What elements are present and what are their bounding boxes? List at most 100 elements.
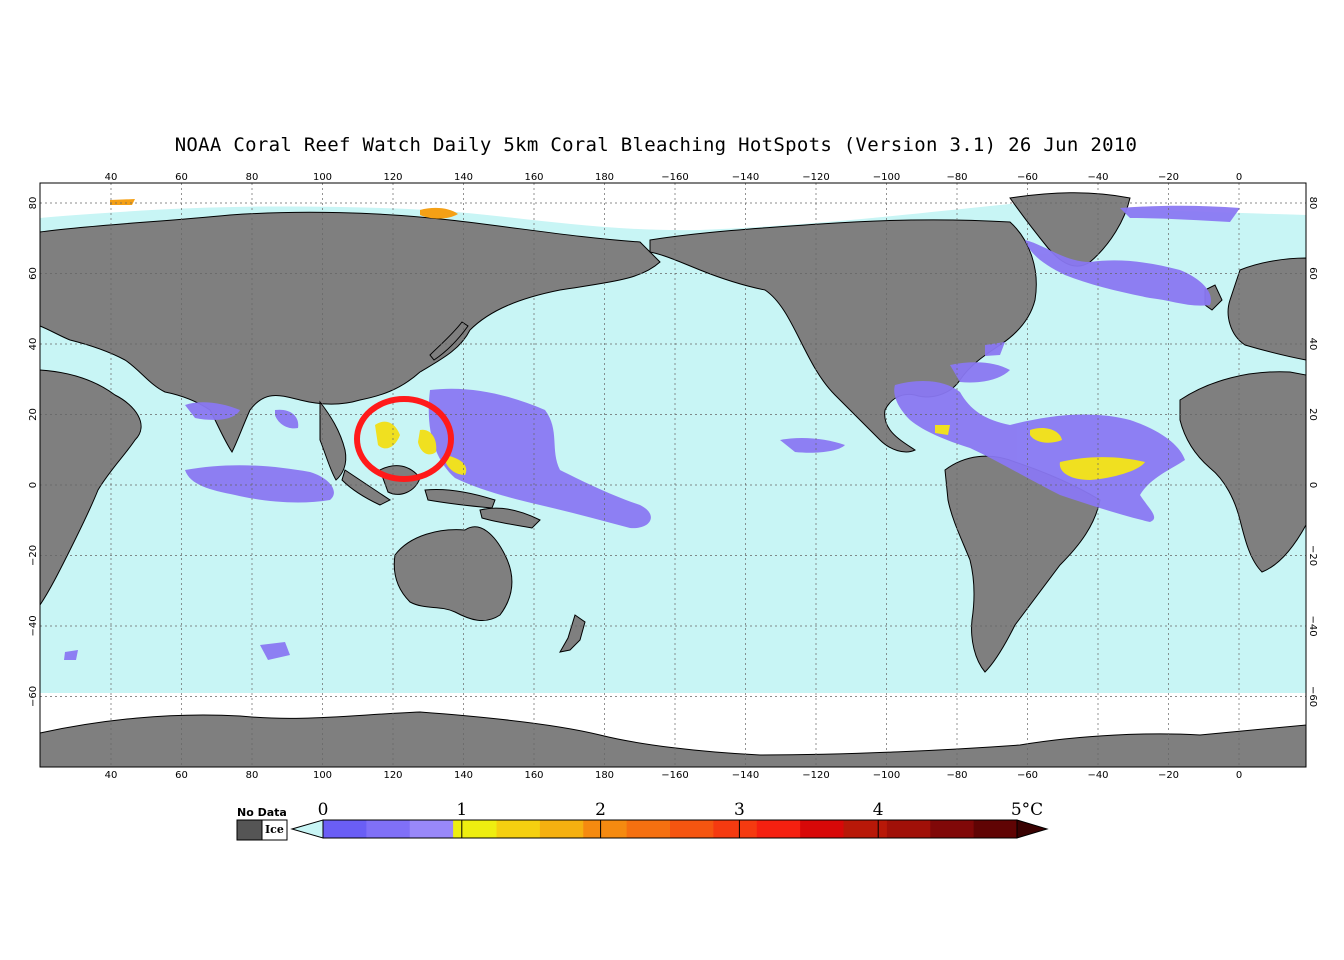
land-eurasia	[39, 211, 661, 453]
land-new-guinea	[479, 507, 541, 529]
lon-label-bottom: −100	[873, 770, 900, 781]
colorbar-segment	[453, 820, 497, 838]
lon-label-bottom: −80	[946, 770, 967, 781]
land-australia	[393, 526, 513, 622]
hotspot-low-regions	[64, 205, 1240, 660]
colorbar-segment	[366, 820, 411, 838]
lon-label-top: −160	[661, 172, 688, 183]
hotspot-indian-ocean	[185, 465, 334, 503]
lon-label-top: 180	[595, 172, 614, 183]
land-indochina	[319, 400, 347, 481]
colorbar: No Data Ice 0 1 2 3 4 5°C	[236, 800, 1049, 841]
lat-label-right: 80	[1307, 197, 1318, 210]
lon-label-bottom: 60	[175, 770, 188, 781]
latitude-labels-right: 80 60 40 20 0 −20 −40 −60	[1307, 197, 1318, 707]
lon-label-bottom: 140	[454, 770, 473, 781]
colorbar-segment	[626, 820, 671, 838]
below-range-arrow	[290, 819, 324, 839]
lon-label-top: 100	[313, 172, 332, 183]
ice-label: Ice	[265, 823, 284, 836]
lon-label-top: 120	[383, 172, 402, 183]
lat-label-left: 20	[28, 408, 39, 421]
colorbar-tick-label: 0	[318, 800, 329, 820]
land-japan	[429, 321, 469, 361]
no-data-label: No Data	[237, 806, 287, 819]
land-new-zealand	[559, 614, 586, 653]
hotspot-atlantic-yellow	[935, 425, 1145, 480]
lon-label-top: −100	[873, 172, 900, 183]
lat-label-right: −20	[1307, 545, 1318, 566]
hotspot-west-pacific	[428, 388, 651, 529]
colorbar-segment	[323, 820, 367, 838]
lon-label-bottom: −140	[732, 770, 759, 781]
colorbar-segment	[670, 820, 714, 838]
lat-label-right: 20	[1307, 408, 1318, 421]
land-greenland	[1009, 192, 1131, 267]
lon-label-top: −60	[1017, 172, 1038, 183]
lat-label-left: 60	[28, 267, 39, 280]
hotspot-philippines-yellow	[375, 421, 467, 475]
land-masses	[39, 192, 1307, 768]
lat-label-left: −20	[28, 545, 39, 566]
lat-label-left: 40	[28, 338, 39, 351]
lon-label-top: −20	[1158, 172, 1179, 183]
hotspot-southern-ocean	[64, 642, 290, 660]
lat-label-left: 80	[28, 197, 39, 210]
lat-label-left: −60	[28, 686, 39, 707]
latitude-labels-left: 80 60 40 20 0 −20 −40 −60	[28, 197, 39, 707]
arctic-ice	[40, 183, 1306, 231]
colorbar-tick-labels: 0 1 2 3 4 5°C	[318, 800, 1043, 838]
colorbar-tick-label: 1	[456, 800, 467, 820]
lon-label-bottom: −120	[802, 770, 829, 781]
colorbar-segment	[756, 820, 801, 838]
colorbar-segment	[539, 820, 584, 838]
hotspot-caribbean	[894, 380, 1185, 522]
colorbar-segment	[583, 820, 628, 838]
lon-label-bottom: −160	[661, 770, 688, 781]
no-data-swatch	[236, 819, 263, 841]
colorbar-tick-label: 4	[873, 800, 884, 820]
lon-label-top: 140	[454, 172, 473, 183]
lon-label-bottom: −20	[1158, 770, 1179, 781]
land-africa-west	[1179, 371, 1307, 573]
hotspot-central-pacific	[780, 437, 845, 453]
colorbar-tick-label: 3	[734, 800, 745, 820]
longitude-labels-top: 40 60 80 100 120 140 160 180 −160 −140 −120 −100 −80…	[105, 172, 1243, 183]
colorbar-segment	[973, 820, 1018, 838]
ice-swatch	[261, 819, 288, 841]
map-border	[39, 182, 1307, 768]
map-title: NOAA Coral Reef Watch Daily 5km Coral Bl…	[174, 134, 1138, 156]
lon-label-top: 40	[105, 172, 118, 183]
above-range-arrow	[1016, 819, 1049, 839]
lon-label-bottom: 180	[595, 770, 614, 781]
red-circle-highlight-icon	[354, 396, 454, 482]
hotspot-north-atlantic	[1025, 205, 1240, 306]
lon-label-top: −140	[732, 172, 759, 183]
longitude-labels-bottom: 40 60 80 100 120 140 160 180 −160 −140 −120 −100 −80…	[105, 770, 1243, 781]
lon-label-top: −80	[946, 172, 967, 183]
colorbar-segments	[322, 819, 1018, 839]
lon-label-bottom: 100	[313, 770, 332, 781]
colorbar-segment	[843, 820, 888, 838]
hotspot-bay-bengal	[185, 402, 299, 429]
lon-label-top: 0	[1236, 172, 1242, 183]
lon-label-bottom: −40	[1087, 770, 1108, 781]
lon-label-top: 160	[524, 172, 543, 183]
lon-label-bottom: 80	[246, 770, 259, 781]
lat-label-right: −40	[1307, 615, 1318, 636]
colorbar-tick-label: 5°C	[1011, 800, 1043, 820]
land-africa-east	[39, 369, 142, 607]
colorbar-segment	[713, 820, 758, 838]
lon-label-bottom: 0	[1236, 770, 1242, 781]
lon-label-bottom: 160	[524, 770, 543, 781]
hotspot-us-east-coast	[950, 342, 1010, 383]
lon-label-bottom: 40	[105, 770, 118, 781]
lon-label-top: 60	[175, 172, 188, 183]
colorbar-segment	[496, 820, 541, 838]
colorbar-tick-label: 2	[595, 800, 606, 820]
land-antarctica	[39, 711, 1307, 768]
map-frame	[39, 182, 1307, 768]
hotspot-high-regions	[110, 199, 1145, 480]
lon-label-bottom: −60	[1017, 770, 1038, 781]
lat-label-right: 40	[1307, 338, 1318, 351]
